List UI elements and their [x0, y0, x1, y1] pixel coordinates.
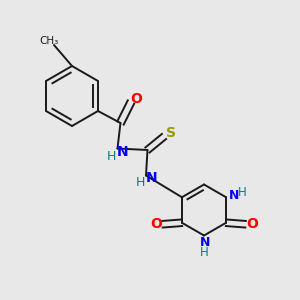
Text: O: O	[150, 217, 162, 231]
Text: H: H	[135, 176, 145, 189]
Text: H: H	[238, 186, 247, 199]
Text: H: H	[200, 245, 209, 259]
Text: N: N	[117, 145, 129, 159]
Text: N: N	[200, 236, 210, 250]
Text: N: N	[146, 172, 157, 185]
Text: CH₃: CH₃	[40, 35, 59, 46]
Text: S: S	[166, 127, 176, 140]
Text: N: N	[228, 189, 239, 202]
Text: O: O	[130, 92, 142, 106]
Text: O: O	[246, 217, 258, 231]
Text: H: H	[107, 149, 116, 163]
